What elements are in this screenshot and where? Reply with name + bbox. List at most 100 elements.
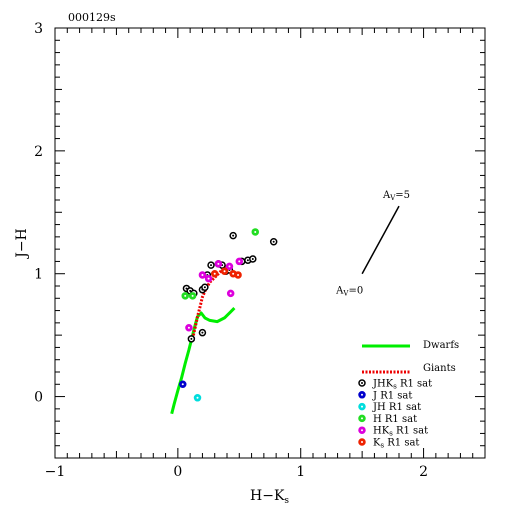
legend-label-main: J R1 sat <box>372 390 412 401</box>
point-jhk-inner <box>201 331 204 334</box>
point-hk <box>235 257 244 266</box>
point-hk <box>198 271 207 279</box>
point-hk-inner <box>201 273 204 276</box>
plot-frame <box>54 27 486 459</box>
x-tick-label: 2 <box>419 464 428 480</box>
point-jhk <box>187 335 196 343</box>
point-jhk-inner <box>251 257 254 260</box>
x-axis-label-subscript: s <box>284 496 289 506</box>
legend-label-k: Ks R1 sat <box>373 438 419 450</box>
legend-label-j-r1-sat: J R1 sat <box>372 390 412 401</box>
point-h-r1-sat-inner <box>184 294 187 297</box>
legend-marker-hk <box>358 426 366 434</box>
point-k-inner <box>223 270 226 273</box>
y-axis-label: J−H <box>14 228 30 260</box>
point-jhk-inner <box>203 286 206 289</box>
point-k <box>234 271 242 279</box>
point-j-r1-sat <box>179 380 187 389</box>
reddening-end-label: AV=5 <box>382 190 410 202</box>
legend-label-h-r1-sat: H R1 sat <box>373 414 417 425</box>
point-jhk-inner <box>232 234 235 237</box>
point-hk-inner <box>229 292 232 295</box>
point-jhk <box>249 255 257 263</box>
legend-marker-jhk <box>358 379 366 387</box>
legend-marker-jh-r1-sat-inner <box>361 405 363 408</box>
point-jhk-inner <box>190 337 193 340</box>
point-k <box>220 267 229 276</box>
legend-dwarfs-label: Dwarfs <box>423 340 459 351</box>
point-jhk <box>207 261 215 269</box>
reddening-vector: AV=0AV=5 <box>335 190 410 298</box>
point-k <box>210 269 219 278</box>
reddening-end-label-sub: V <box>389 194 396 202</box>
legend-label-hk: HKs R1 sat <box>373 426 428 438</box>
reddening-start-label: AV=0 <box>335 286 363 298</box>
point-jhk <box>229 231 237 240</box>
legend-label-main: JHK <box>372 379 394 390</box>
reddening-vector-line <box>361 205 400 275</box>
legend-marker-jh-r1-sat <box>358 402 366 411</box>
legend-label-sub: s <box>380 442 384 450</box>
legend-label-jh-r1-sat: JH R1 sat <box>372 402 421 413</box>
legend-marker-hk-inner <box>361 429 363 432</box>
point-hk-inner <box>187 326 190 329</box>
point-jhk-inner <box>210 264 213 267</box>
legend-marker-h-r1-sat-inner <box>361 417 363 420</box>
axis-tick-labels: −1 0 1 2 0 1 2 3 <box>34 21 428 480</box>
legend-marker-j-r1-sat-inner <box>361 393 363 396</box>
point-hk-inner <box>207 277 210 280</box>
point-hk <box>225 262 234 271</box>
point-hk <box>226 289 235 298</box>
legend-label-sub: s <box>393 383 397 391</box>
legend-label-tail: R1 sat <box>393 426 428 437</box>
legend-marker-jhk-inner <box>361 382 363 384</box>
point-hk <box>214 260 223 268</box>
point-j-r1-sat-inner <box>181 383 184 386</box>
point-jhk-inner <box>246 259 249 262</box>
reddening-start-label-tail: =0 <box>348 286 363 297</box>
x-tick-label: −1 <box>45 464 66 480</box>
legend-label-jhk: JHKs R1 sat <box>372 379 432 391</box>
point-hk <box>204 274 213 283</box>
point-hk-inner <box>217 262 220 265</box>
point-h-r1-sat <box>188 292 197 300</box>
legend-label-main: HK <box>373 426 390 437</box>
x-tick-label: 0 <box>173 464 182 480</box>
point-jhk <box>201 283 209 291</box>
x-tick-label: 1 <box>296 464 305 480</box>
y-tick-label: 1 <box>34 267 43 283</box>
point-k-inner <box>237 273 240 276</box>
point-hk <box>185 324 193 332</box>
legend-giants-label: Giants <box>423 363 456 374</box>
legend-marker-k-inner <box>361 441 363 443</box>
point-k-inner <box>213 272 216 275</box>
point-jh-r1-sat <box>193 394 202 402</box>
point-h-r1-sat-inner <box>254 230 257 233</box>
legend-marker-j-r1-sat <box>358 391 366 399</box>
axis-ticks <box>54 27 486 459</box>
legend-label-tail: R1 sat <box>397 379 432 390</box>
legend-label-main: H R1 sat <box>373 414 417 425</box>
legend-label-main: K <box>373 438 381 449</box>
x-axis-label: H−Ks <box>250 488 289 506</box>
x-axis-label-main: H−K <box>250 488 285 504</box>
point-jhk-inner <box>272 240 275 243</box>
point-k-inner <box>232 272 235 275</box>
data-points <box>179 228 278 402</box>
y-tick-label: 2 <box>34 144 43 160</box>
point-h-r1-sat <box>251 228 260 236</box>
point-hk-inner <box>228 265 231 268</box>
legend-marker-k <box>358 438 366 446</box>
reddening-end-label-tail: =5 <box>395 190 410 201</box>
reddening-start-label-main: A <box>335 286 344 297</box>
reddening-start-label-sub: V <box>342 290 349 298</box>
legend-label-main: JH R1 sat <box>372 402 421 413</box>
point-hk-inner <box>238 260 241 263</box>
y-tick-label: 3 <box>34 21 43 37</box>
legend-label-sub: s <box>389 430 393 438</box>
point-h-r1-sat <box>181 292 189 300</box>
legend-marker-h-r1-sat <box>358 414 366 423</box>
